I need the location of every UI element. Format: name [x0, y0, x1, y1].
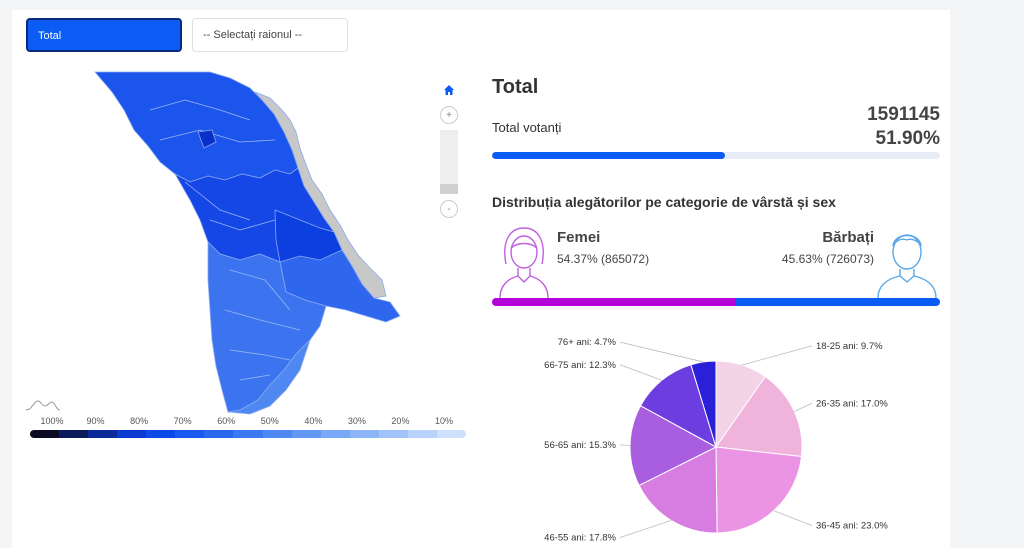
turnout-progress-fill: [492, 152, 725, 159]
female-value: 54.37% (865072): [557, 252, 650, 266]
pie-data-label: 76+ ani: 4.7%: [558, 337, 617, 348]
legend-tick-label: 30%: [347, 416, 366, 426]
pie-label-connector: [619, 520, 672, 538]
demographics-title: Distribuția alegătorilor pe categorie de…: [492, 194, 836, 210]
female-label: Femei: [557, 229, 601, 246]
gender-female-segment: [492, 298, 736, 306]
pie-data-label: 36-45 ani: 23.0%: [816, 521, 888, 532]
turnout-percent: 51.90%: [875, 128, 940, 149]
voters-label: Total votanți: [492, 120, 562, 135]
legend-tick-label: 80%: [130, 416, 149, 426]
legend-color-swatch: [175, 430, 205, 438]
age-pie-chart: 18-25 ani: 9.7% 26-35 ani: 17.0% 36-45 ani…: [544, 337, 888, 543]
legend-tick-label: 50%: [260, 416, 279, 426]
pie-label-connector: [741, 345, 813, 366]
legend-color-swatch: [262, 430, 292, 438]
map-zoom-control: + -: [439, 80, 459, 224]
male-avatar-icon: [877, 234, 937, 299]
legend-tick-label: 40%: [304, 416, 323, 426]
pie-slice-56-65-ani[interactable]: [629, 405, 718, 487]
pie-data-label: 26-35 ani: 17.0%: [816, 398, 888, 409]
total-button[interactable]: Total: [26, 18, 182, 52]
gender-male-segment: [735, 298, 940, 306]
map-region-highlight[interactable]: [197, 129, 217, 149]
page-title: Total: [492, 76, 539, 98]
legend-color-swatch: [233, 430, 263, 438]
legend-color-swatch: [407, 430, 437, 438]
pie-data-label: 46-55 ani: 17.8%: [544, 532, 616, 543]
pie-data-label: 56-65 ani: 15.3%: [544, 440, 616, 451]
legend-distribution-icon: [25, 400, 60, 411]
legend-color-swatch: [436, 430, 466, 438]
male-value: 45.63% (726073): [781, 252, 874, 266]
legend-tick-label: 60%: [217, 416, 236, 426]
map-region-north[interactable]: [94, 71, 299, 183]
legend-color-swatch: [378, 430, 408, 438]
zoom-slider-thumb[interactable]: [440, 184, 458, 194]
legend-color-swatch: [30, 430, 60, 438]
legend-tick-label: 90%: [86, 416, 105, 426]
legend-color-swatch: [204, 430, 234, 438]
legend-color-swatch: [320, 430, 350, 438]
gender-ratio-bar: [492, 298, 940, 306]
map-region-far-south[interactable]: [227, 339, 311, 415]
pie-data-label: 66-75 ani: 12.3%: [544, 360, 616, 371]
moldova-map[interactable]: [90, 70, 420, 415]
pie-data-label: 18-25 ani: 9.7%: [816, 341, 883, 352]
zoom-out-button[interactable]: -: [440, 200, 458, 218]
map-district-border: [149, 99, 301, 381]
legend-color-swatch: [117, 430, 147, 438]
pie-label-connector: [619, 341, 704, 363]
home-icon[interactable]: [439, 80, 459, 100]
turnout-progress-bar: [492, 152, 940, 159]
zoom-slider[interactable]: [440, 130, 458, 194]
legend-tick-label: 10%: [434, 416, 454, 426]
legend-color-bar: [30, 430, 466, 438]
male-label: Bărbați: [822, 229, 874, 246]
district-select[interactable]: -- Selectați raionul --: [192, 18, 348, 52]
pie-slice-36-45-ani[interactable]: [715, 446, 803, 534]
legend-color-swatch: [146, 430, 176, 438]
pie-label-connector: [794, 402, 813, 412]
pie-label-connector: [619, 364, 662, 381]
legend-color-swatch: [291, 430, 321, 438]
legend-tick-label: 70%: [173, 416, 192, 426]
legend-tick-label: 20%: [391, 416, 410, 426]
legend-tick-label: 100%: [40, 416, 64, 426]
pie-label-connector: [773, 510, 813, 526]
pie-slice-46-55-ani[interactable]: [638, 446, 718, 534]
legend-color-swatch: [59, 430, 89, 438]
legend-tick-labels: 100% 90% 80% 70% 60% 50% 40% 30% 20% 10%: [30, 416, 466, 428]
zoom-in-button[interactable]: +: [440, 106, 458, 124]
female-avatar-icon: [499, 227, 549, 299]
legend-color-swatch: [88, 430, 118, 438]
legend-color-swatch: [349, 430, 379, 438]
voters-count: 1591145: [867, 104, 940, 125]
